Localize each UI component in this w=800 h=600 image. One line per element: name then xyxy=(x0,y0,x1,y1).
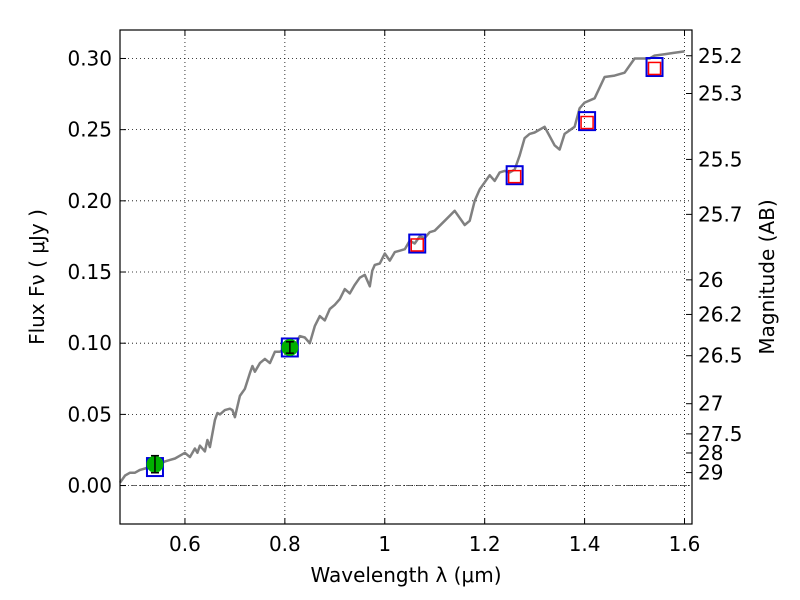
magnitude-tick-label: 25.3 xyxy=(698,81,743,105)
y-tick-label: 0.10 xyxy=(67,331,112,355)
x-axis-title: Wavelength λ (μm) xyxy=(310,563,501,587)
magnitude-tick-label: 25.5 xyxy=(698,147,743,171)
magnitude-tick-label: 26.5 xyxy=(698,344,743,368)
x-tick-label: 1 xyxy=(378,532,391,556)
y-tick-label: 0.30 xyxy=(67,46,112,70)
sed-chart: 0.6 0.8 1 1.2 1.4 1.6 0.00 0.05 0.10 0.15 0.20 0.2… xyxy=(0,0,800,600)
x-tick-label: 1.2 xyxy=(469,532,501,556)
magnitude-tick-label: 26.2 xyxy=(698,302,743,326)
x-tick-label: 1.6 xyxy=(669,532,701,556)
y-tick-label: 0.05 xyxy=(67,402,112,426)
y2-axis-title: Magnitude (AB) xyxy=(755,199,779,354)
y-tick-label: 0.00 xyxy=(67,474,112,498)
y-tick-label: 0.25 xyxy=(67,118,112,142)
y-tick-label: 0.20 xyxy=(67,189,112,213)
x-tick-label: 1.4 xyxy=(569,532,601,556)
y-ticks: 0.00 0.05 0.10 0.15 0.20 0.25 0.30 xyxy=(67,46,126,497)
x-tick-label: 0.6 xyxy=(169,532,201,556)
magnitude-tick-label: 26 xyxy=(698,268,723,292)
magnitude-tick-label: 25.2 xyxy=(698,44,743,68)
magnitude-tick-label: 25.7 xyxy=(698,202,743,226)
magnitude-tick-label: 29 xyxy=(698,461,723,485)
y-tick-label: 0.15 xyxy=(67,260,112,284)
y-axis-title: Flux Fν ( μJy ) xyxy=(25,209,49,345)
x-tick-label: 0.8 xyxy=(269,532,301,556)
magnitude-tick-label: 27 xyxy=(698,392,723,416)
